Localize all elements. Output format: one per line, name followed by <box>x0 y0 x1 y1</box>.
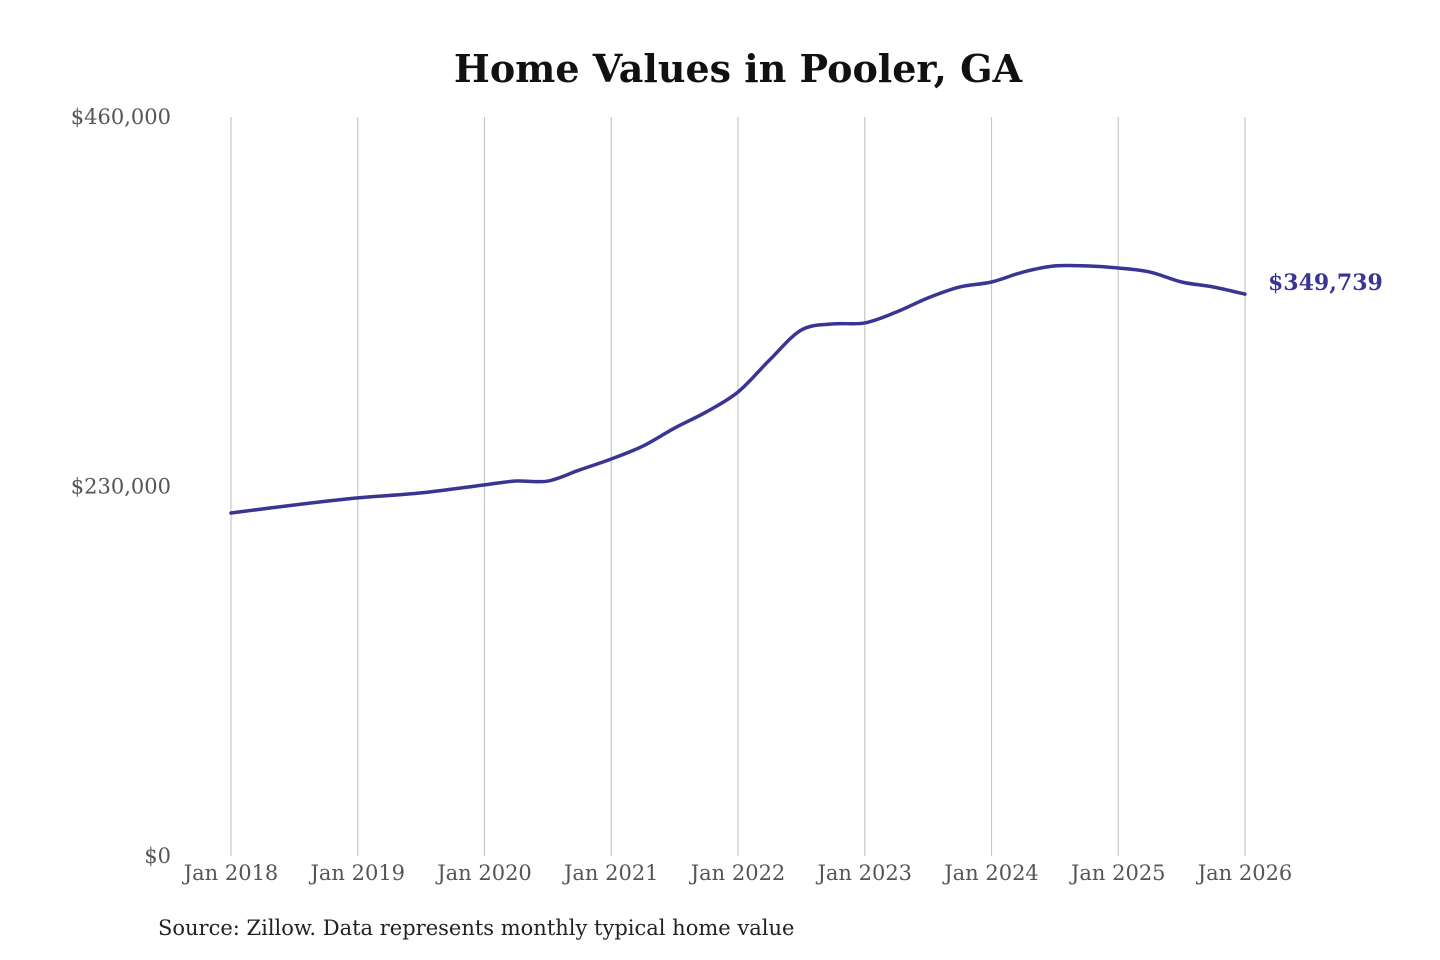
home-value-line <box>229 263 1247 515</box>
y-tick-label: $230,000 <box>71 475 171 499</box>
source-note: Source: Zillow. Data represents monthly … <box>158 916 795 940</box>
x-tick-label: Jan 2023 <box>815 861 912 885</box>
x-tick-label: Jan 2025 <box>1069 861 1166 885</box>
x-tick-label: Jan 2022 <box>689 861 786 885</box>
y-tick-label: $460,000 <box>71 105 171 129</box>
x-tick-label: Jan 2026 <box>1196 861 1293 885</box>
x-tick-label: Jan 2020 <box>435 861 532 885</box>
chart-title: Home Values in Pooler, GA <box>454 46 1023 91</box>
x-tick-label: Jan 2021 <box>562 861 659 885</box>
y-tick-label: $0 <box>144 844 171 868</box>
x-tick-label: Jan 2024 <box>942 861 1039 885</box>
x-tick-label: Jan 2019 <box>308 861 405 885</box>
x-tick-label: Jan 2018 <box>182 861 279 885</box>
end-value-label: $349,739 <box>1268 270 1383 296</box>
